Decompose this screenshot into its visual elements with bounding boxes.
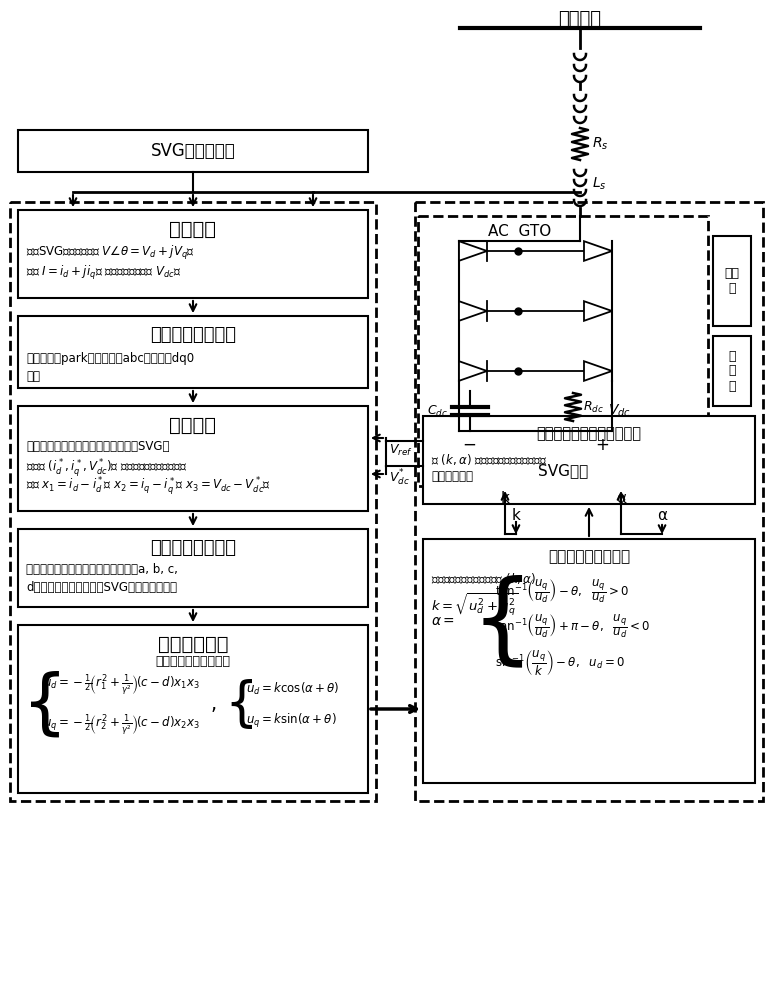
Text: 信号滤波；park变换器，将abc变量转化dq0: 信号滤波；park变换器，将abc变量转化dq0 — [26, 352, 194, 365]
Bar — [18, 130, 368, 172]
Bar — [415, 202, 763, 801]
Text: $V_{dc}^{*}$: $V_{dc}^{*}$ — [389, 468, 410, 488]
Text: $\tan^{-1}\!\left(\dfrac{u_q}{u_d}\right)+\pi-\theta,\ \ \dfrac{u_q}{u_d}<0$: $\tan^{-1}\!\left(\dfrac{u_q}{u_d}\right… — [495, 612, 650, 640]
Text: 中央控制模块: 中央控制模块 — [158, 635, 228, 654]
Text: 将 $(k,\alpha)$ 转换成脉宽调制比和触发角: 将 $(k,\alpha)$ 转换成脉宽调制比和触发角 — [431, 452, 547, 467]
Text: 比较模块: 比较模块 — [170, 416, 217, 435]
Bar — [423, 539, 755, 783]
Text: $u_d=k\cos(\alpha+\theta)$: $u_d=k\cos(\alpha+\theta)$ — [245, 681, 339, 697]
Text: $R_{dc}$: $R_{dc}$ — [583, 399, 604, 415]
Text: {: { — [224, 679, 258, 731]
Text: SVG直流侧系统: SVG直流侧系统 — [150, 142, 235, 160]
Bar — [18, 529, 368, 607]
Text: 电流 $I=i_d+ji_q$， 直流侧电容器电压 $V_{dc}$。: 电流 $I=i_d+ji_q$， 直流侧电容器电压 $V_{dc}$。 — [26, 264, 181, 282]
Text: 的脉冲信号。: 的脉冲信号。 — [431, 470, 473, 483]
Polygon shape — [459, 241, 487, 261]
Polygon shape — [584, 301, 612, 321]
Text: +: + — [595, 436, 609, 454]
Text: {: { — [22, 670, 68, 740]
Polygon shape — [459, 361, 487, 381]
Bar — [423, 416, 755, 504]
Text: 换流器闸门触发和控制模块: 换流器闸门触发和控制模块 — [537, 426, 641, 441]
Text: 变量: 变量 — [26, 370, 40, 383]
Text: 偏差 $x_1=i_d-i_d^*$， $x_2=i_q-i_q^*$， $x_3=V_{dc}-V_{dc}^*$。: 偏差 $x_1=i_d-i_d^*$， $x_2=i_q-i_q^*$， $x_… — [26, 476, 271, 498]
Text: k: k — [500, 491, 510, 506]
Text: {: { — [471, 574, 534, 672]
Text: $V_{ref}$: $V_{ref}$ — [389, 443, 412, 458]
Bar — [713, 236, 751, 326]
Text: k: k — [511, 508, 520, 523]
Text: 状态空间逆变换模块: 状态空间逆变换模块 — [548, 549, 630, 564]
Text: ,: , — [211, 696, 217, 714]
Text: $\sin^{-1}\!\left(\dfrac{u_q}{k}\right)-\theta,\ \ u_d=0$: $\sin^{-1}\!\left(\dfrac{u_q}{k}\right)-… — [495, 648, 625, 678]
Text: $u_q=-\frac{1}{2}\!\left(r_2^2+\frac{1}{\gamma^2}\right)\!(c-d)x_2x_3$: $u_q=-\frac{1}{2}\!\left(r_2^2+\frac{1}{… — [43, 712, 200, 738]
Bar — [418, 216, 708, 486]
Polygon shape — [584, 361, 612, 381]
Text: 信号模拟变换模块: 信号模拟变换模块 — [150, 326, 236, 344]
Text: $\tan^{-1}\!\left(\dfrac{u_q}{u_d}\right)-\theta,\ \ \dfrac{u_q}{u_d}>0$: $\tan^{-1}\!\left(\dfrac{u_q}{u_d}\right… — [495, 577, 629, 605]
Text: 根据微处理器中存储的参考信号计算SVG的: 根据微处理器中存储的参考信号计算SVG的 — [26, 440, 170, 453]
Text: $k=\sqrt{u_d^2+u_q^2}$: $k=\sqrt{u_d^2+u_q^2}$ — [431, 591, 519, 618]
Text: α: α — [657, 508, 667, 523]
Text: 平衡点 $(i_d^*,i_q^*,V_{dc}^*)$， 计算状态变量与平衡点的: 平衡点 $(i_d^*,i_q^*,V_{dc}^*)$， 计算状态变量与平衡点… — [26, 458, 187, 480]
Bar — [713, 336, 751, 406]
Text: $L_s$: $L_s$ — [592, 176, 607, 192]
Text: $V_{dc}$: $V_{dc}$ — [608, 403, 631, 419]
Text: α: α — [616, 491, 626, 506]
Bar — [10, 202, 376, 801]
Text: AC  GTO: AC GTO — [488, 224, 551, 239]
Text: 计算非线性鲁棒控制律: 计算非线性鲁棒控制律 — [156, 655, 231, 668]
Polygon shape — [459, 301, 487, 321]
Bar — [18, 406, 368, 511]
Text: SVG模块: SVG模块 — [538, 463, 588, 478]
Text: 根据微处理器中存储的参变量计算出a, b, c,: 根据微处理器中存储的参变量计算出a, b, c, — [26, 563, 178, 576]
Text: 测量模块: 测量模块 — [170, 220, 217, 239]
Text: $u_d=-\frac{1}{2}\!\left(r_1^2+\frac{1}{\gamma^2}\right)\!(c-d)x_1x_3$: $u_d=-\frac{1}{2}\!\left(r_1^2+\frac{1}{… — [43, 672, 200, 698]
Text: 换流
器: 换流 器 — [725, 267, 739, 295]
Text: 直
流
侧: 直 流 侧 — [729, 350, 736, 392]
Bar — [18, 316, 368, 388]
Text: $\alpha=$: $\alpha=$ — [431, 614, 455, 628]
Text: $u_q=k\sin(\alpha+\theta)$: $u_q=k\sin(\alpha+\theta)$ — [245, 712, 336, 730]
Text: −: − — [462, 436, 476, 454]
Text: 由非线性鲁棒控制律计算出 $(k,\alpha)$: 由非线性鲁棒控制律计算出 $(k,\alpha)$ — [431, 571, 537, 586]
Text: $C_{dc}$: $C_{dc}$ — [427, 403, 448, 419]
Text: 输电系统: 输电系统 — [558, 10, 601, 28]
Polygon shape — [584, 241, 612, 261]
Text: d，再利用偏差信号建立SVG的状态空间模型: d，再利用偏差信号建立SVG的状态空间模型 — [26, 581, 177, 594]
Text: 状态空间变换模块: 状态空间变换模块 — [150, 539, 236, 557]
Text: $R_s$: $R_s$ — [592, 136, 608, 152]
Text: 测量SVG接入点的电压 $V\angle\theta=V_d+jV_q$，: 测量SVG接入点的电压 $V\angle\theta=V_d+jV_q$， — [26, 244, 195, 262]
Bar — [18, 210, 368, 298]
Bar — [18, 625, 368, 793]
